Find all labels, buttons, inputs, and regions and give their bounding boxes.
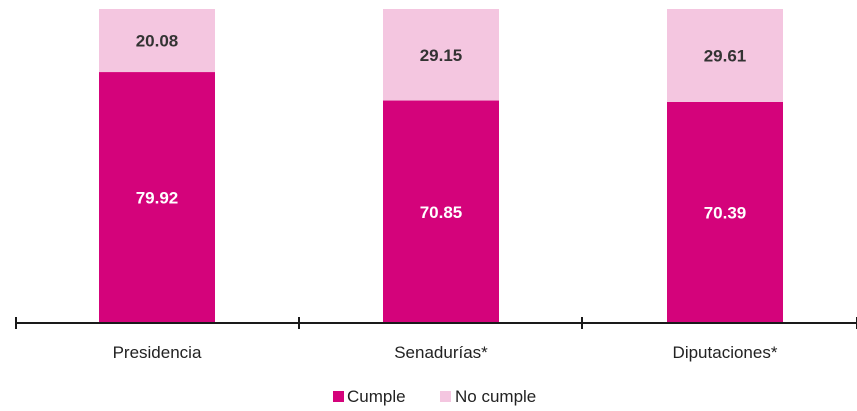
legend-swatch-no-cumple [440,391,451,402]
x-tick-label-2: Diputaciones* [673,343,778,362]
data-label-no-cumple-2: 29.61 [704,46,747,65]
bars-group: 79.92 20.08 70.85 29.15 70.39 29.61 [99,9,783,323]
bar-no-cumple-1 [383,9,499,101]
legend-swatch-cumple [333,391,344,402]
legend-label-cumple: Cumple [347,387,406,406]
legend: Cumple No cumple [333,387,536,406]
data-label-no-cumple-0: 20.08 [136,32,179,51]
bar-cumple-0 [99,72,215,323]
x-axis [15,317,857,329]
bar-no-cumple-0 [99,9,215,73]
bar-cumple-1 [383,100,499,323]
bar-cumple-2 [667,101,783,323]
data-label-cumple-1: 70.85 [420,203,463,222]
data-label-cumple-2: 70.39 [704,203,747,222]
bar-no-cumple-2 [667,9,783,102]
x-tick-labels: Presidencia Senadurías* Diputaciones* [113,343,778,362]
x-tick-label-0: Presidencia [113,343,202,362]
data-label-cumple-0: 79.92 [136,189,179,208]
x-tick-label-1: Senadurías* [394,343,488,362]
data-label-no-cumple-1: 29.15 [420,46,463,65]
legend-label-no-cumple: No cumple [455,387,536,406]
